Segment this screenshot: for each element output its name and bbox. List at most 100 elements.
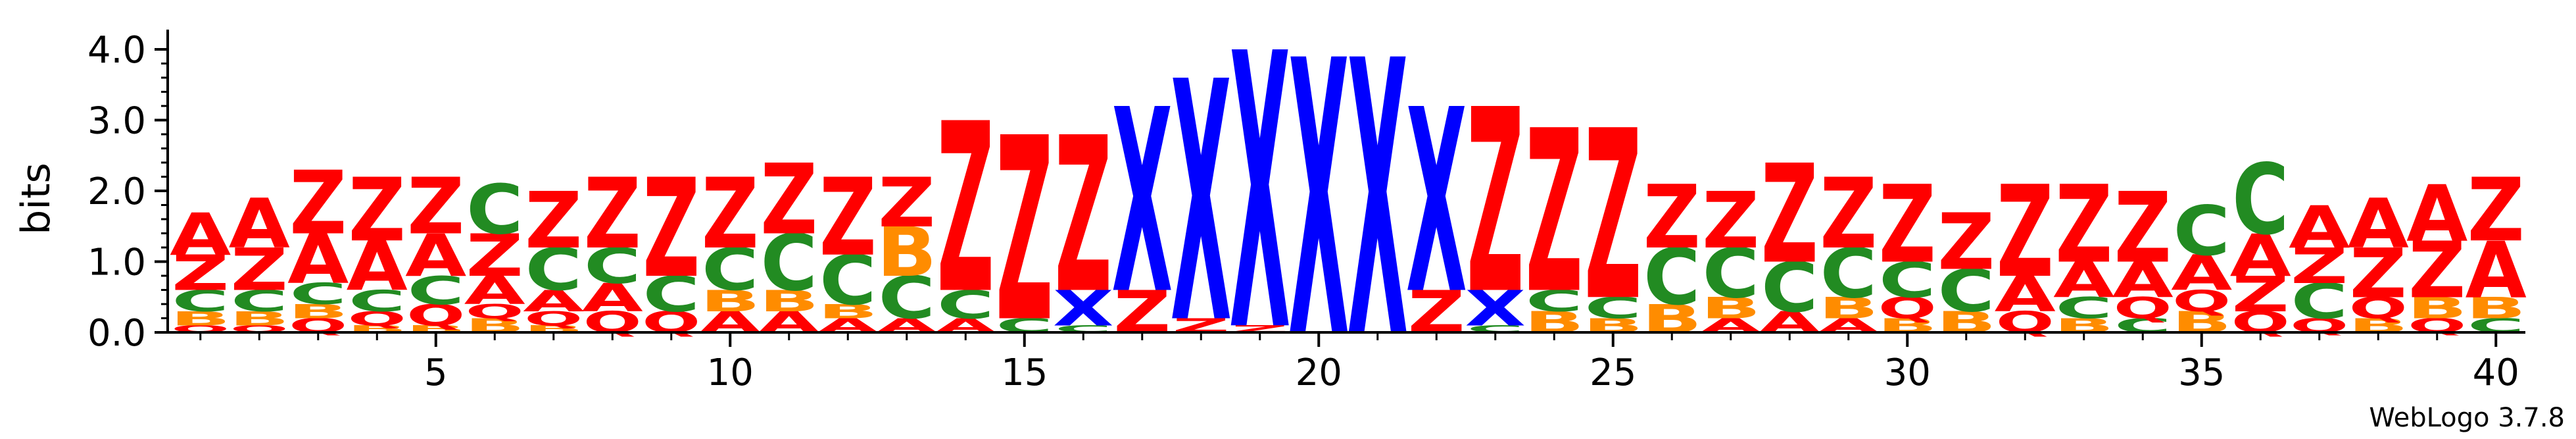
x-ticks: 5 10 15 20 25 30 35 40 [199,332,2519,394]
logo-letter-z: Z [819,155,877,280]
logo-letter-z: Z [1879,162,1936,287]
logo-letter-c: C [1702,234,1759,313]
logo-letter-c: C [289,277,347,311]
logo-letter-z: Z [1702,176,1759,267]
y-axis-label: bits [13,163,59,235]
logo-letter-z: Z [996,85,1053,379]
logo-letter-z: Z [2232,266,2289,323]
logo-letter-z: Z [2467,159,2525,261]
logo-letter-z: Z [2350,234,2407,313]
logo-letter-z: Z [1820,157,1877,271]
logo-letter-c: C [2232,144,2289,257]
logo-glyphs: QBCZAQBCZAQBCAZBQCAZBQCAZBQAZCBQACZQACZQ… [170,0,2527,422]
x-tick-label: 30 [1884,351,1931,394]
logo-letter-a: A [347,228,408,307]
logo-letter-q: Q [2114,291,2172,325]
logo-letter-c: C [2291,274,2348,330]
logo-letter-q: Q [1878,291,1937,325]
logo-letter-q: Q [348,307,406,330]
y-tick-label: 0.0 [87,312,146,355]
credit-label: WebLogo 3.7.8 [2369,403,2565,433]
logo-letter-z: Z [760,143,817,256]
logo-letter-z: Z [584,157,641,271]
logo-letter-a: A [2171,245,2232,301]
logo-letter-z: Z [1467,57,1524,351]
logo-letter-a: A [523,284,584,318]
logo-letter-q: Q [2172,284,2231,318]
logo-letter-b: B [700,284,760,318]
logo-letter-z: Z [2055,162,2112,287]
logo-letter-b: B [170,307,230,330]
y-tick-label: 3.0 [87,100,146,143]
y-tick-label: 4.0 [87,29,146,72]
logo-letter-b: B [1701,292,1761,325]
logo-letter-z: Z [878,164,935,243]
logo-letter-a: A [287,220,349,299]
logo-letter-a: A [2289,194,2350,261]
logo-letter-c: C [2055,292,2112,326]
logo-letter-a: A [2348,185,2409,264]
x-tick-label: 15 [1001,351,1048,394]
logo-letter-a: A [2053,252,2114,309]
logo-letter-q: Q [466,301,524,323]
logo-letter-c: C [1584,292,1641,326]
logo-letter-x: X [1229,0,1290,415]
logo-letter-c: C [231,284,288,319]
logo-letter-x: X [1288,0,1349,422]
logo-letter-b: B [2407,292,2467,325]
logo-letter-c: C [1526,284,1583,319]
logo-letter-c: C [760,218,817,308]
logo-letter-z: Z [466,222,523,290]
logo-letter-c: C [2173,192,2230,271]
logo-letter-c: C [584,238,641,294]
y-tick-label: 2.0 [87,170,146,213]
x-tick-label: 5 [424,351,448,394]
logo-letter-z: Z [172,245,229,302]
logo-letter-c: C [1761,249,1818,328]
logo-letter-z: Z [2114,171,2172,284]
logo-letter-z: Z [231,236,288,303]
logo-letter-z: Z [1055,91,1112,340]
logo-letter-z: Z [1643,166,1701,268]
y-ticks: 0.0 1.0 2.0 3.0 4.0 [87,29,168,355]
logo-letter-a: A [405,222,466,290]
logo-letter-a: A [2230,222,2291,290]
logo-letter-c: C [643,267,700,323]
x-tick-label: 35 [2178,351,2225,394]
logo-letter-z: Z [1526,84,1583,344]
logo-letter-z: Z [1584,82,1641,353]
logo-letter-z: Z [937,75,994,346]
logo-letter-a: A [582,276,643,321]
logo-letter-c: C [466,171,523,250]
logo-letter-c: C [1820,234,1877,313]
logo-letter-z: Z [525,176,582,267]
logo-letter-c: C [407,268,464,313]
logo-letter-c: C [349,284,406,319]
logo-letter-a: A [1995,266,2056,323]
logo-letter-c: C [937,282,994,327]
logo-letter-q: Q [524,307,583,330]
logo-letter-c: C [819,242,877,321]
axes [166,30,2525,334]
logo-letter-x: X [1111,57,1173,351]
logo-letter-b: B [759,284,819,318]
logo-letter-c: C [525,236,582,304]
logo-letter-x: X [1465,280,1526,337]
logo-letter-c: C [878,264,935,332]
logo-letter-q: Q [406,298,465,332]
logo-letter-z: Z [702,157,759,271]
logo-letter-b: B [230,307,289,330]
logo-letter-x: X [1053,280,1114,337]
x-tick-label: 40 [2473,351,2519,394]
logo-letter-c: C [1879,253,1936,309]
logo-letter-a: A [464,269,525,313]
logo-letter-z: Z [643,149,700,308]
logo-letter-z: Z [289,152,347,254]
logo-letter-c: C [1937,257,1995,325]
x-tick-label: 25 [1590,351,1636,394]
logo-letter-z: Z [2408,225,2466,316]
logo-letter-z: Z [1761,136,1818,294]
logo-letter-z: Z [407,162,464,253]
logo-letter-b: B [2466,292,2526,325]
